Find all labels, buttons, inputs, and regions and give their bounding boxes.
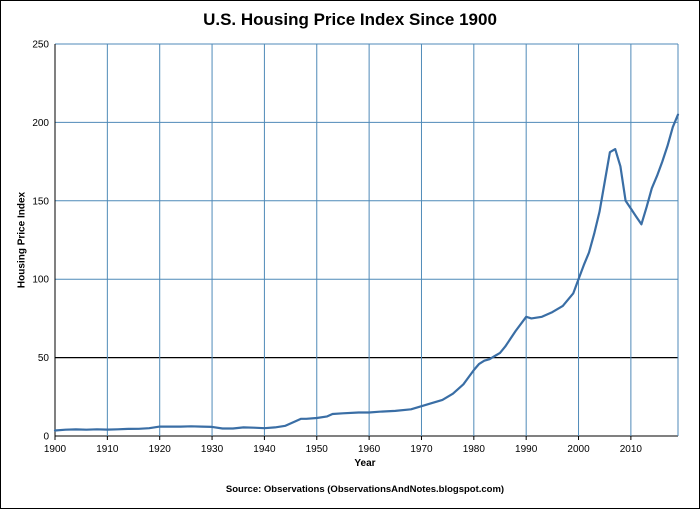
x-tick-label-2000: 2000 <box>567 444 590 455</box>
x-tick-label-1950: 1950 <box>306 444 329 455</box>
x-axis-label: Year <box>354 458 376 469</box>
x-tick-label-1900: 1900 <box>44 444 67 455</box>
x-tick-label-1990: 1990 <box>515 444 538 455</box>
source-caption: Source: Observations (ObservationsAndNot… <box>225 484 505 495</box>
y-tick-label-0: 0 <box>43 432 49 443</box>
x-tick-label-2010: 2010 <box>620 444 643 455</box>
x-tick-label-1960: 1960 <box>358 444 381 455</box>
chart-title: U.S. Housing Price Index Since 1900 <box>203 10 497 29</box>
x-tick-label-1920: 1920 <box>149 444 172 455</box>
y-tick-label-250: 250 <box>32 40 49 51</box>
x-tick-label-1970: 1970 <box>410 444 433 455</box>
x-tick-label-1980: 1980 <box>463 444 486 455</box>
series-line-0 <box>53 113 680 432</box>
y-tick-label-50: 50 <box>38 353 50 364</box>
series-lines <box>53 113 680 432</box>
x-tick-label-1910: 1910 <box>96 444 119 455</box>
y-tick-label-100: 100 <box>32 275 49 286</box>
tick-labels: 0 50 100 150 200 250 1900 1910 1920 1930 1940 1950 1… <box>32 40 642 456</box>
gridlines <box>54 43 679 440</box>
y-tick-label-200: 200 <box>32 118 49 129</box>
x-tick-label-1930: 1930 <box>201 444 224 455</box>
y-tick-label-150: 150 <box>32 196 49 207</box>
x-tick-label-1940: 1940 <box>253 444 276 455</box>
